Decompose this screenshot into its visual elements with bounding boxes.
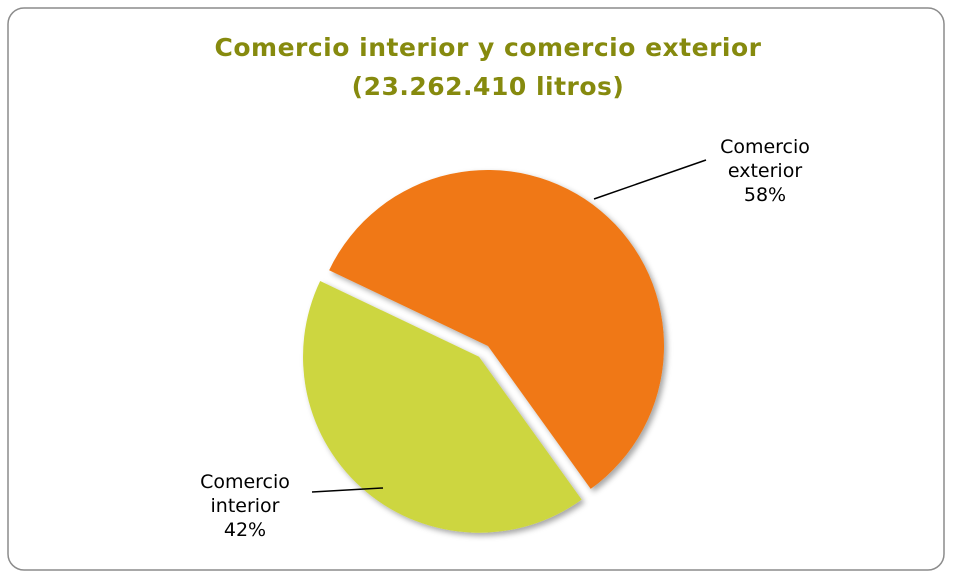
pie-slice: [329, 170, 664, 489]
leader-line: [311, 487, 384, 493]
pie: [303, 170, 664, 533]
chart-subtitle: (23.262.410 litros): [352, 72, 625, 101]
value-label: 42%: [223, 519, 267, 541]
pie-slice: [303, 280, 582, 533]
leader-line: [593, 159, 707, 200]
leaders: [311, 159, 707, 493]
category-label: Comercio interior: [200, 471, 290, 517]
value-label: 58%: [743, 184, 787, 206]
chart-title: Comercio interior y comercio exterior: [215, 33, 762, 62]
category-label: Comercio exterior: [720, 136, 810, 182]
